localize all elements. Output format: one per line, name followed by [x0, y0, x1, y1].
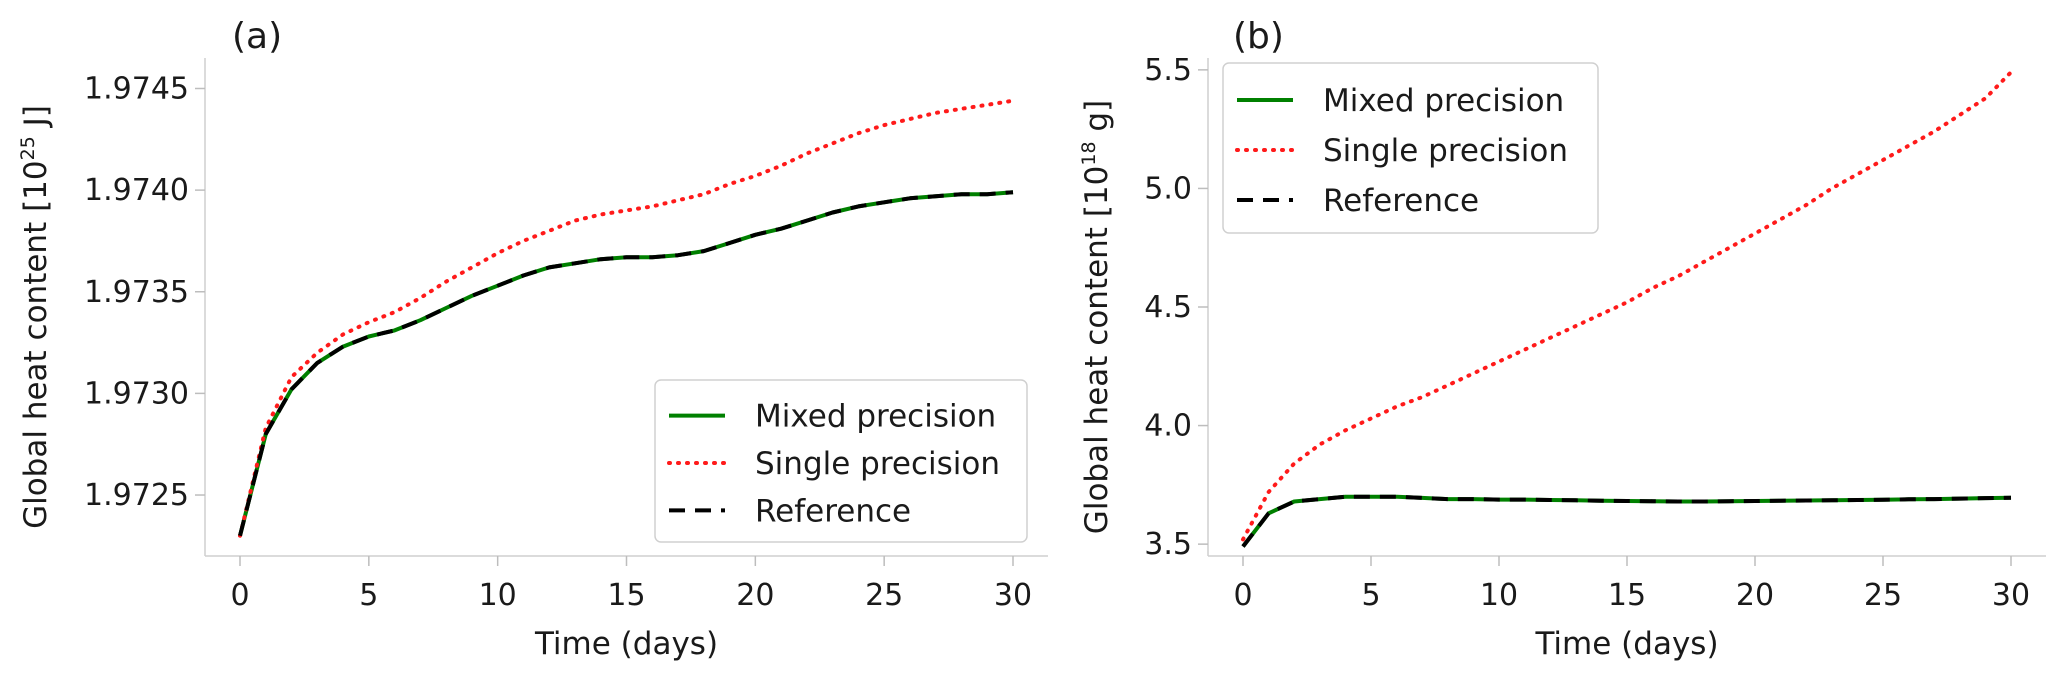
x-tick-label: 30: [994, 578, 1032, 613]
y-tick-label: 5.5: [1144, 53, 1192, 88]
legend-frame: [1222, 62, 1599, 234]
x-tick-label: 10: [1480, 578, 1518, 613]
panel-label: (b): [1233, 16, 1284, 57]
y-axis-title-suffix: g]: [1079, 100, 1115, 142]
y-axis-title: Global heat content [1018 g]: [1078, 100, 1115, 534]
x-axis-title: Time (days): [1534, 626, 1718, 662]
x-axis-title: Time (days): [534, 626, 718, 662]
y-axis-title: Global heat content [1025 J]: [17, 105, 54, 529]
series-line-single-precision: [1241, 70, 2013, 542]
x-tick-label: 25: [865, 578, 903, 613]
y-tick-label: 4.0: [1144, 409, 1192, 444]
x-tick-label: 15: [1608, 578, 1646, 613]
x-tick-label: 0: [230, 578, 249, 613]
legend-frame: [654, 379, 1028, 543]
series-line-mixed-precision: [1241, 494, 2012, 548]
y-axis-title-prefix: Global heat content [10: [18, 160, 54, 529]
series-line-reference: [238, 190, 1014, 537]
chart-panel-b: 0 5 10 15 20 25 30 3.5 4.0 4.5 5.0 5.5 Time (days) Gl…: [1078, 16, 2046, 662]
y-tick-label: 1.9740: [84, 173, 189, 208]
y-tick-label: 5.0: [1144, 171, 1192, 206]
x-tick-label: 0: [1233, 578, 1252, 613]
x-tick-label: 20: [1736, 578, 1774, 613]
y-tick-label: 1.9745: [84, 71, 189, 106]
x-tick-label: 10: [479, 578, 517, 613]
y-axis-title-exponent: 18: [1078, 141, 1100, 165]
y-axis-title-exponent: 25: [17, 136, 39, 160]
legend-label: Mixed precision: [1323, 83, 1564, 119]
x-tick-label: 30: [1992, 578, 2030, 613]
legend-label: Mixed precision: [755, 399, 996, 435]
y-tick-label: 4.5: [1144, 290, 1192, 325]
legend: Mixed precision Single precision Reference: [1222, 62, 1599, 234]
y-tick-label: 1.9735: [84, 275, 189, 310]
x-tick-label: 5: [359, 578, 378, 613]
y-tick-label: 3.5: [1144, 527, 1192, 562]
y-tick-label: 1.9730: [84, 376, 189, 411]
legend-label: Reference: [755, 493, 911, 529]
chart-panel-a: 0 5 10 15 20 25 30 1.9725 1.9730 1.9735 1.9740 1.97…: [17, 16, 1048, 662]
x-tick-label: 15: [607, 578, 645, 613]
x-tick-label: 25: [1864, 578, 1902, 613]
y-axis-title-prefix: Global heat content [10: [1079, 166, 1115, 535]
y-tick-label: 1.9725: [84, 478, 189, 513]
y-axis-title-suffix: J]: [18, 105, 54, 136]
series-line-single-precision: [238, 98, 1015, 538]
legend-label: Reference: [1323, 183, 1479, 219]
panel-label: (a): [232, 16, 282, 57]
legend: Mixed precision Single precision Reference: [654, 379, 1028, 543]
series-line-reference: [1241, 494, 2012, 548]
legend-label: Single precision: [755, 446, 1000, 482]
x-tick-label: 20: [736, 578, 774, 613]
legend-label: Single precision: [1323, 133, 1568, 169]
x-tick-label: 5: [1361, 578, 1380, 613]
